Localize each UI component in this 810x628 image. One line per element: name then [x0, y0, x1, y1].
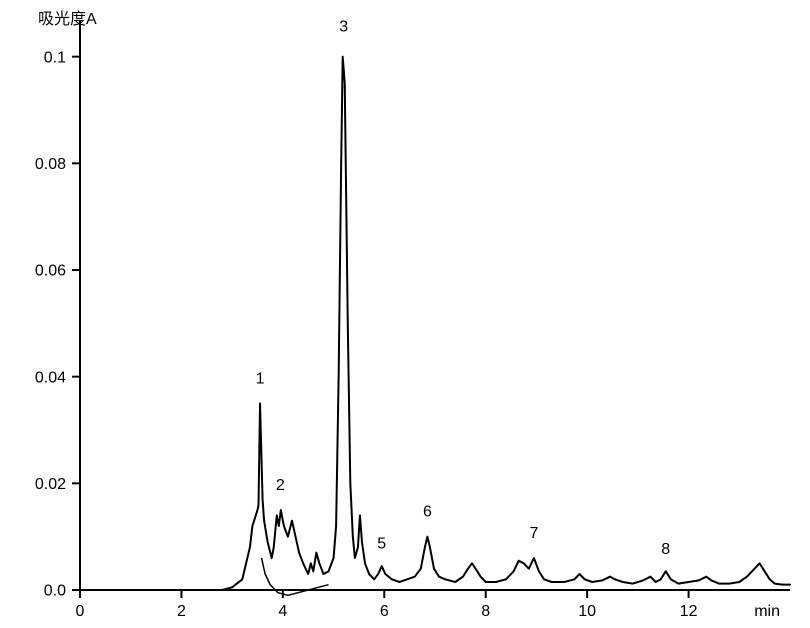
peak-label: 1: [256, 370, 265, 387]
chromatogram-chart: 0246810120.00.020.040.060.080.1吸光度Amin12…: [0, 0, 810, 628]
peak-label: 2: [276, 477, 285, 494]
peak-label: 8: [661, 541, 670, 558]
peak-label: 5: [377, 536, 386, 553]
y-tick-label: 0.1: [44, 49, 66, 66]
x-tick-label: 2: [177, 603, 186, 620]
x-tick-label: 6: [380, 603, 389, 620]
x-tick-label: 4: [278, 603, 287, 620]
chromatogram-trace: [80, 57, 790, 590]
y-tick-label: 0.04: [35, 369, 66, 386]
y-axis-label: 吸光度A: [38, 10, 97, 28]
peak-label: 3: [339, 18, 348, 35]
y-tick-label: 0.08: [35, 156, 66, 173]
y-tick-label: 0.06: [35, 263, 66, 280]
x-tick-label: 0: [76, 603, 85, 620]
x-axis-label: min: [754, 603, 780, 620]
peak-label: 7: [529, 525, 538, 542]
x-tick-label: 10: [578, 603, 596, 620]
chart-svg: 0246810120.00.020.040.060.080.1吸光度Amin12…: [0, 0, 810, 628]
y-tick-label: 0.0: [44, 583, 66, 600]
x-tick-label: 12: [680, 603, 698, 620]
x-tick-label: 8: [481, 603, 490, 620]
y-tick-label: 0.02: [35, 476, 66, 493]
peak-label: 6: [423, 504, 432, 521]
